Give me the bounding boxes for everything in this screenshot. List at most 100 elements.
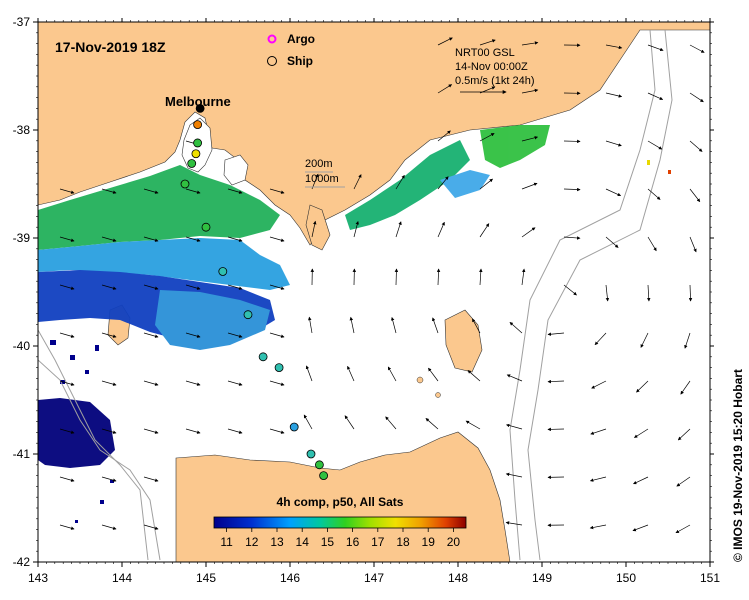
current-arrow [479,178,493,190]
current-arrow [647,236,657,252]
x-tick-label: 147 [364,571,384,585]
ship-position [187,159,197,168]
legend: Argo Ship [267,32,315,68]
current-arrow [143,380,159,386]
ship-position [314,460,324,470]
current-vectors [59,37,705,534]
current-arrow [101,332,117,338]
current-arrow [101,188,117,194]
current-arrow [689,188,701,203]
x-tick-label: 148 [448,571,468,585]
ship-position [193,138,203,148]
ship-position [258,352,268,362]
colorbar-gradient [213,516,467,529]
current-arrow [227,380,243,386]
current-arrow [479,268,483,286]
y-tick-label: -37 [13,15,31,29]
land-tasmania [175,431,511,562]
ship-position [180,179,190,189]
ship-position [319,471,329,481]
current-arrow [353,220,359,238]
current-arrow [143,188,159,194]
current-arrow [521,88,539,94]
city-label: Melbourne [165,94,231,109]
current-arrow [59,476,75,482]
current-arrow [347,365,355,382]
current-arrow [547,379,565,384]
current-arrow [59,428,75,434]
sst-swath [38,125,550,468]
current-arrow [680,380,691,395]
current-arrow [227,428,243,434]
current-arrow [269,236,285,242]
current-arrow [521,182,538,190]
current-arrow [437,221,445,238]
current-arrow [344,415,355,430]
ship-position [193,120,203,129]
current-arrow [101,428,117,434]
current-arrow [143,332,159,338]
current-arrow [479,133,495,142]
current-arrow [101,476,117,482]
current-arrow [677,428,691,441]
current-arrow [521,136,539,142]
current-arrow [437,130,451,142]
current-arrow [269,380,285,386]
current-arrow [437,176,449,190]
x-tick-label: 143 [28,571,48,585]
current-arrow [636,380,649,393]
current-arrow [227,236,243,242]
colorbar-tick-label: 14 [296,535,310,549]
current-arrow [437,37,453,46]
current-arrow [632,476,649,485]
current-arrow [605,188,622,197]
current-arrow [521,41,539,46]
current-arrow [647,44,664,52]
current-arrow [633,428,649,438]
current-arrow [676,476,691,487]
current-arrow [605,44,623,50]
current-arrow [594,332,607,346]
current-arrow [59,188,75,194]
current-arrow [425,418,439,430]
current-arrow [432,317,439,334]
colorbar-tick-label: 15 [321,535,335,549]
land-flinders-island [444,309,483,373]
y-tick-label: -40 [13,339,31,353]
argo-marker-icon [267,34,277,44]
current-arrow [59,524,75,530]
x-tick-label: 145 [196,571,216,585]
y-axis: -37 -38 -39 -40 -41 -42 [13,15,714,569]
x-tick-label: 146 [280,571,300,585]
current-arrow [689,44,705,53]
current-arrow [303,414,313,430]
current-arrow [436,268,441,286]
current-arrow [349,316,355,334]
current-arrow [311,220,317,238]
current-arrow [437,84,453,94]
map-title: 17-Nov-2019 18Z [55,39,166,55]
current-arrow [143,236,159,242]
current-arrow [689,140,703,152]
current-arrow [143,524,159,530]
current-arrow [521,268,526,286]
current-arrow [632,524,649,532]
current-arrow [101,524,117,530]
bathy-label-1000: 1000m [305,173,339,185]
land-victoria [38,22,710,246]
current-arrow [269,284,285,290]
colorbar-tick-label: 12 [245,535,259,549]
ship-position [201,222,211,232]
current-arrow [390,316,397,334]
current-arrow [269,188,285,194]
current-arrow [563,187,581,192]
current-arrow [605,92,623,98]
current-arrow [684,332,691,349]
x-tick-label: 144 [112,571,132,585]
current-arrow [185,188,201,194]
current-arrow [185,428,201,434]
current-arrow [479,39,496,46]
current-arrow [506,374,523,382]
current-arrow [395,174,405,190]
